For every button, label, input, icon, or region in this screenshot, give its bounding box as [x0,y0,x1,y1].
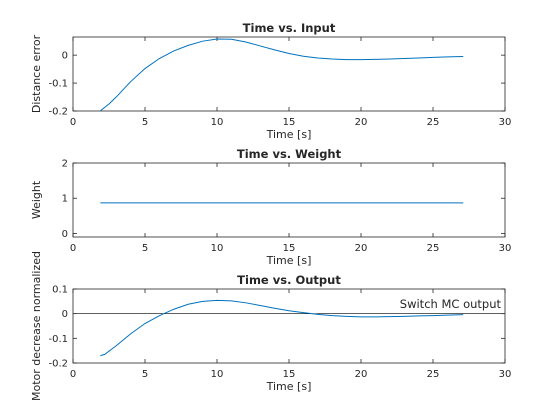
x-axis-label: Time [s] [266,254,312,267]
x-tick-label: 5 [142,117,148,128]
x-tick-label: 15 [283,369,296,380]
y-tick-label: 0.1 [52,285,68,296]
x-tick-label: 10 [211,117,224,128]
y-tick-label: 0 [62,51,68,62]
x-tick-label: 10 [211,369,224,380]
y-tick-label: -0.2 [48,107,68,118]
y-tick-label: -0.1 [48,79,68,90]
x-axis-label: Time [s] [266,380,312,393]
x-tick-label: 5 [142,369,148,380]
series-line-1 [100,299,464,357]
subplot-1: 0 5 10 15 20 25 30 -0.2 -0.1 0 Time vs. Input Time … [30,21,511,141]
y-tick-label: 0 [62,229,68,240]
x-tick-label: 30 [499,243,512,254]
x-tick-label: 0 [70,117,76,128]
x-axis-label: Time [s] [266,128,312,141]
y-axis-label: Distance error [30,34,43,113]
x-tick-label: 20 [355,369,368,380]
x-tick-label: 20 [355,117,368,128]
x-tick-label: 25 [427,243,440,254]
y-tick-label: 1 [62,194,68,205]
series-line-1 [100,38,464,112]
x-tick-label: 30 [499,117,512,128]
y-tick-label: 2 [62,159,68,170]
subplot-title: Time vs. Weight [237,147,342,161]
x-tick-label: 30 [499,369,512,380]
x-tick-label: 20 [355,243,368,254]
x-tick-label: 15 [283,243,296,254]
x-tick-label: 5 [142,243,148,254]
subplot-3: 0 5 10 15 20 25 30 -0.2 -0.1 0 0.1 Time vs. Output T… [30,251,511,401]
x-tick-label: 25 [427,369,440,380]
x-tick-label: 10 [211,243,224,254]
y-tick-label: -0.2 [48,359,68,370]
y-tick-label: 0 [62,309,68,320]
subplot-title: Time vs. Input [243,21,336,35]
x-tick-label: 0 [70,243,76,254]
x-tick-label: 25 [427,117,440,128]
y-tick-label: -0.1 [48,334,68,345]
annotation-label: Switch MC output [400,297,502,311]
x-tick-label: 0 [70,369,76,380]
subplot-title: Time vs. Output [237,273,341,287]
subplot-2: 0 5 10 15 20 25 30 0 1 2 Time vs. Weight Time [s] We… [30,147,511,267]
y-axis-label: Motor decrease normalized [30,251,43,401]
y-axis-label: Weight [30,180,43,219]
x-tick-label: 15 [283,117,296,128]
